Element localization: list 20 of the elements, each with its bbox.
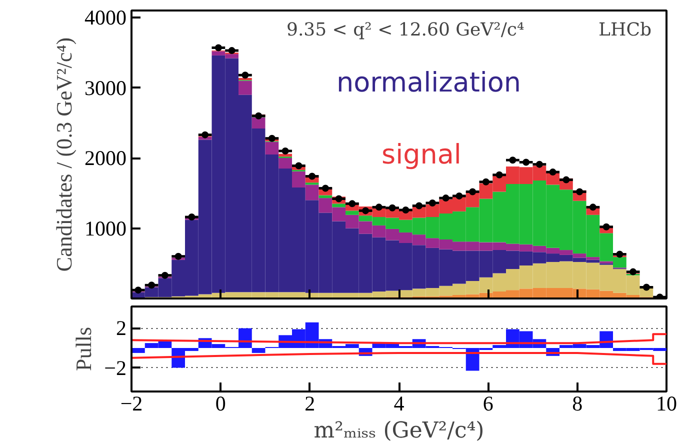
text: normalization	[336, 68, 522, 98]
x-tick-label: 0	[215, 392, 226, 416]
x-tick-label: 4	[394, 392, 405, 416]
x-axis-title: m²ₘᵢₛₛ (GeV²/c⁴)	[314, 418, 484, 444]
y-tick-label: 1000	[84, 216, 126, 240]
x-tick-label: 8	[572, 392, 583, 416]
annotation: LHCb	[598, 20, 652, 40]
series-label: signal	[382, 140, 462, 170]
x-tick-label: 10	[656, 392, 677, 416]
y-axis-title: Candidates / (0.3 GeV²/c⁴)	[52, 37, 76, 272]
x-tick-label: 6	[482, 392, 494, 416]
y-tick-label: 3000	[84, 76, 126, 100]
annotation: 9.35 < q² < 12.60 GeV²/c⁴	[286, 20, 524, 40]
y-tick-label: 2000	[84, 146, 126, 170]
y-axis-title: Pulls	[71, 326, 96, 372]
x-tick-label: 2	[304, 392, 316, 416]
y-tick-label: 4000	[84, 6, 126, 30]
x-tick-label: −2	[120, 392, 143, 416]
y-tick-label: −2	[104, 356, 126, 380]
y-tick-label: 2	[116, 316, 126, 340]
